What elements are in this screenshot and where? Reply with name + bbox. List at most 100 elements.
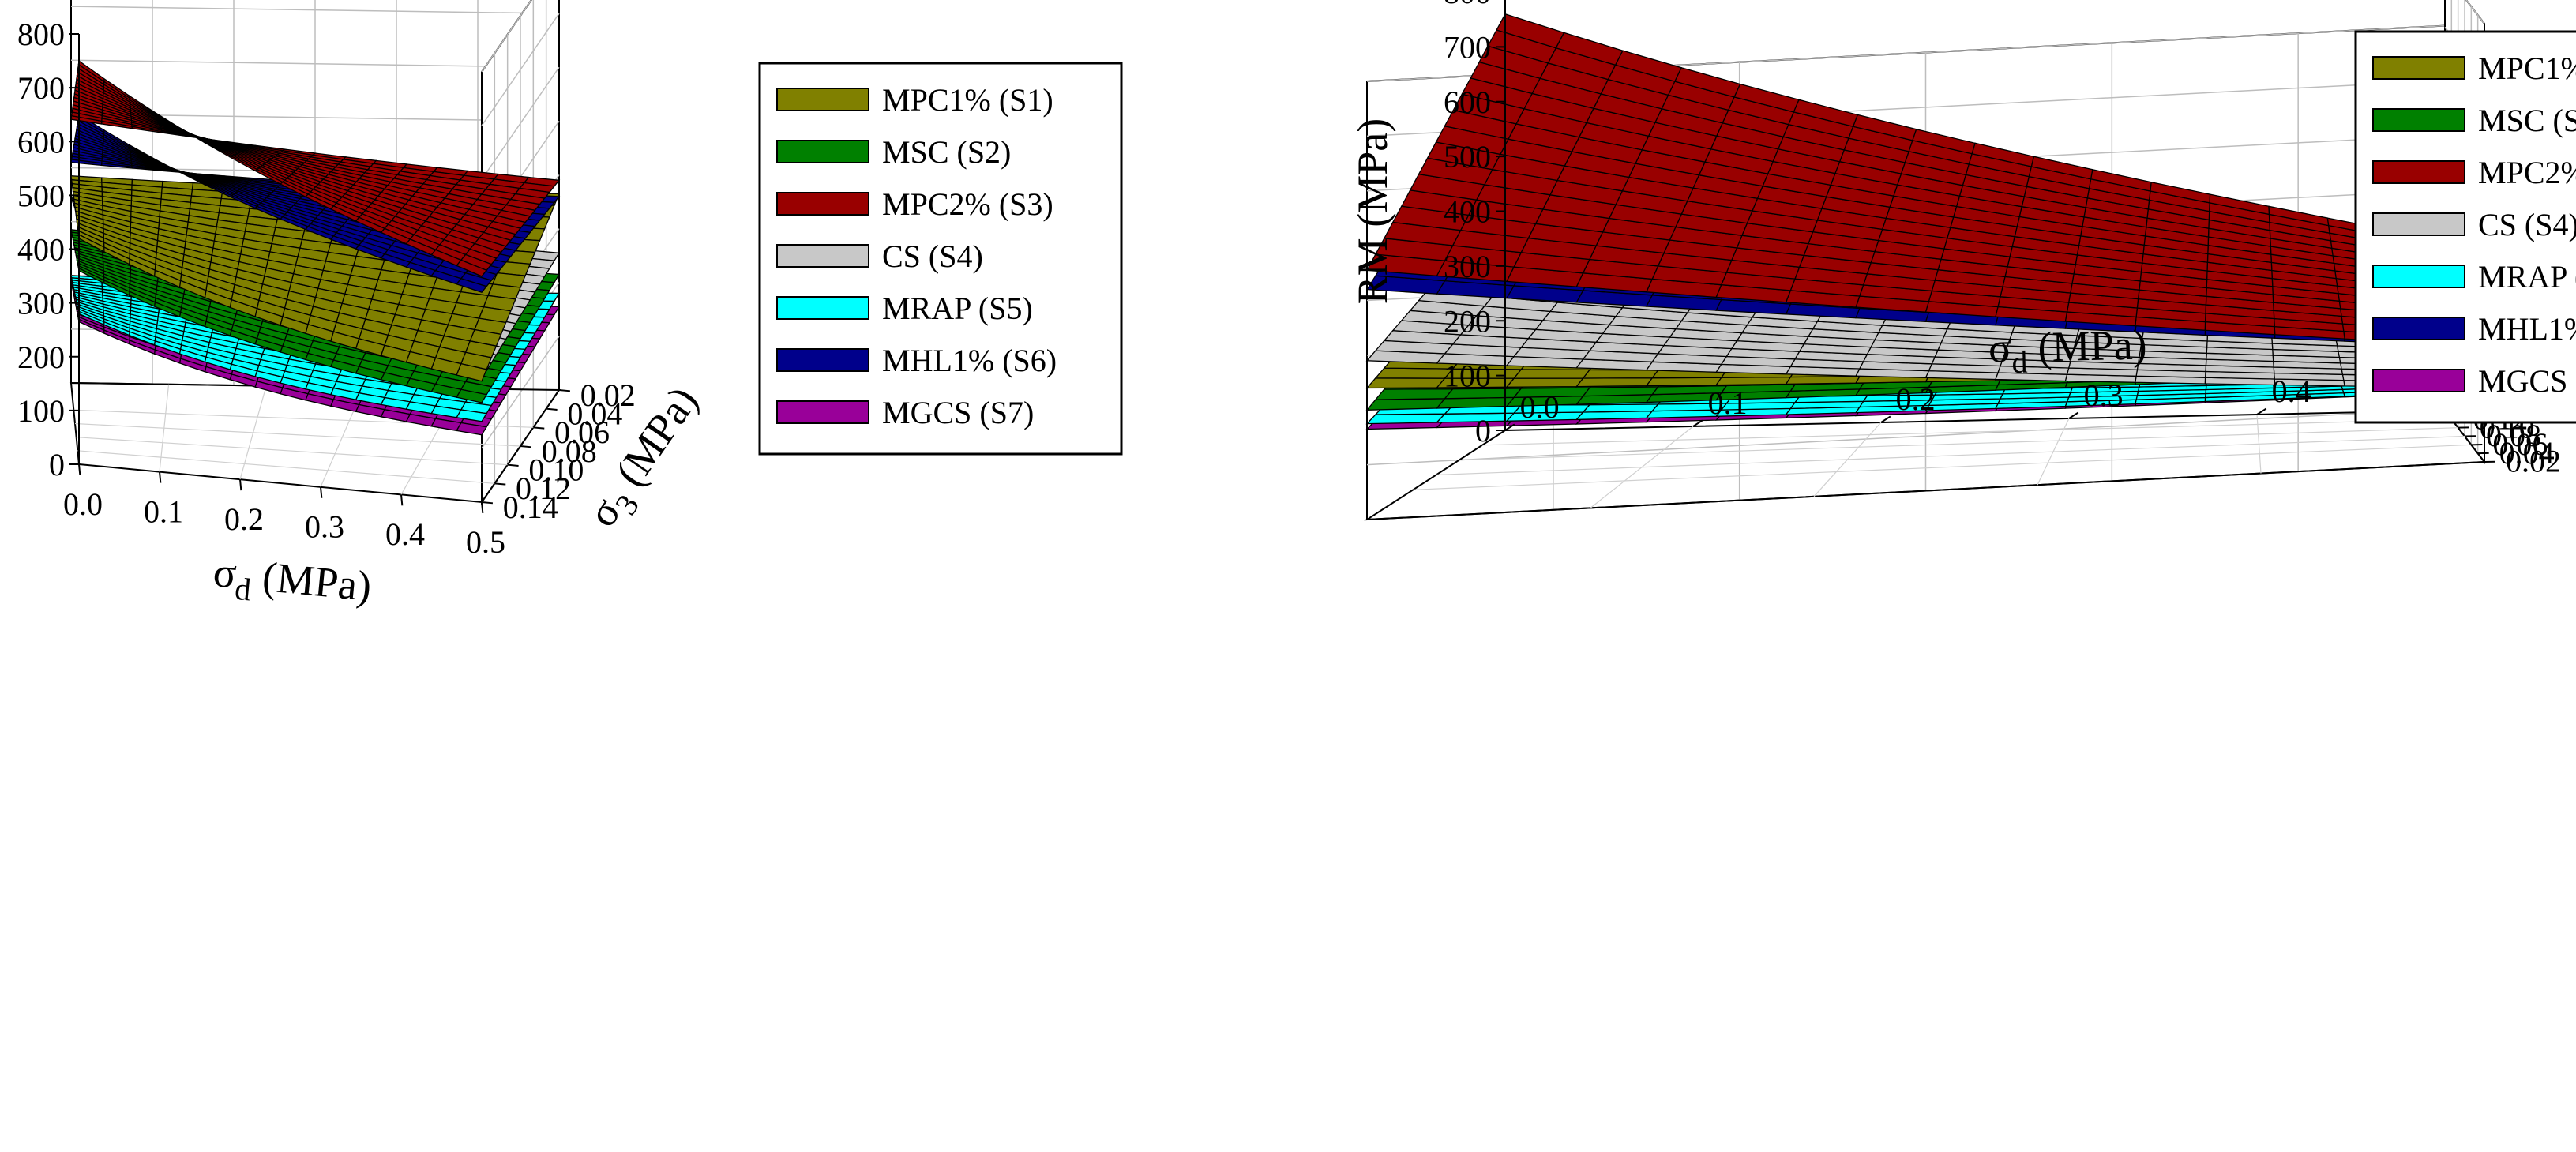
left-x-tick-label: 0.4 — [385, 516, 425, 552]
left-y-tick-label: 0.08 — [542, 433, 597, 469]
left-x-tick-label: 0.5 — [466, 524, 505, 560]
left-legend-swatch — [776, 400, 869, 424]
left-z-tick-label: 500 — [17, 178, 65, 213]
right-legend-swatch — [2372, 317, 2465, 340]
left-x-tick-label: 0.3 — [305, 509, 344, 545]
right-x-axis-unit: (MPa) — [2026, 321, 2147, 370]
left-floor-grid — [77, 450, 495, 484]
left-y-tick-label: 0.10 — [528, 452, 584, 487]
right-surface-cell — [1505, 377, 1584, 388]
left-x-tick — [239, 479, 242, 491]
right-x-tick-label: 0.4 — [2272, 373, 2311, 409]
right-surface-cell — [1365, 413, 1447, 425]
left-z-tick-label: 300 — [17, 286, 65, 321]
chart-left-svg: 0100200300400500600700800RM (MPa)0.00.10… — [17, 0, 1123, 619]
left-x-axis-sym: σ — [212, 548, 239, 597]
right-x-tick-label: 0.1 — [1708, 385, 1748, 421]
right-z-axis: 0 100 200 300 400 500 600 700 800 RM (MPa) — [1349, 0, 1506, 448]
left-legend-box — [758, 62, 1123, 456]
left-y-tick — [481, 501, 494, 505]
left-x-axis-title: σd (MPa) — [211, 548, 374, 619]
right-x-axis-title: σd (MPa) — [1988, 321, 2147, 380]
left-y-tick — [507, 463, 519, 467]
left-z-tick-label: 0 — [49, 447, 65, 482]
left-legend-swatch — [776, 348, 869, 372]
right-z-tick-label: 800 — [1444, 0, 1491, 10]
right-surface-cell — [1512, 369, 1591, 379]
right-legend-label: MHL1% (S6) — [2478, 311, 2576, 347]
right-legend-swatch — [2372, 160, 2465, 184]
right-legend-swatch — [2372, 369, 2465, 392]
right-x-tick — [1504, 423, 1515, 431]
right-x-tick — [1880, 415, 1891, 423]
chart-right-svg: 0 100 200 300 400 500 600 700 800 RM (MPa) 0.0 0.1 0… — [1349, 0, 2576, 521]
right-y-tick-label: 0.02 — [2506, 444, 2561, 479]
right-x-tick-label: 0.2 — [1896, 381, 1936, 417]
right-legend: MPC1% (S1) MSC (S2) MPC2% (S3) CS (S4) MRAP … — [2354, 30, 2576, 424]
right-z-tick-label: 600 — [1444, 84, 1491, 120]
chart-left: 0100200300400500600700800RM (MPa)0.00.10… — [17, 0, 1123, 619]
right-surfaces — [1365, 13, 2486, 430]
left-y-tick-label: 0.04 — [567, 396, 622, 431]
right-floor-grid — [1436, 435, 2465, 476]
right-surface-cell — [1582, 403, 1660, 413]
right-x-tick — [1692, 419, 1703, 427]
right-floor-grid — [2256, 414, 2262, 474]
left-legend-label: MPC1% (S1) — [882, 82, 1053, 118]
left-legend-label: CS (S4) — [882, 238, 983, 274]
left-legend-swatch — [776, 140, 869, 163]
right-z-tick-label: 200 — [1444, 303, 1491, 339]
right-legend-swatch — [2372, 56, 2465, 80]
left-legend-label: MRAP (S5) — [882, 291, 1033, 326]
left-x-tick-label: 0.1 — [144, 493, 183, 529]
right-surface-cell — [1365, 377, 1446, 389]
right-surface-cell — [1575, 377, 1654, 388]
right-x-axis-sub: d — [2011, 344, 2028, 380]
left-z-axis: 0100200300400500600700800RM (MPa) — [17, 17, 80, 482]
left-z-tick-label: 100 — [17, 393, 65, 429]
right-x-tick-label: 0.0 — [1520, 389, 1560, 425]
left-y-tick-label: 0.06 — [554, 415, 610, 450]
left-legend-swatch — [776, 88, 869, 111]
right-z-tick-label: 100 — [1444, 358, 1491, 394]
left-legend-label: MHL1% (S6) — [882, 343, 1057, 378]
right-surface-cell — [1582, 386, 1659, 397]
right-x-tick-label: 0.3 — [2084, 377, 2124, 413]
left-y-tick-label: 0.14 — [503, 490, 558, 525]
left-surfaces — [70, 59, 561, 436]
left-y-tick — [494, 482, 506, 486]
left-x-tick — [78, 463, 81, 476]
right-legend-swatch — [2372, 108, 2465, 132]
right-legend-label: MPC1% (S1) — [2478, 51, 2576, 86]
left-y-tick-label: 0.02 — [580, 377, 636, 413]
left-y-tick — [520, 445, 532, 448]
left-x-axis: 0.0 0.1 0.2 0.3 0.4 0.5 σd (MPa) — [63, 463, 505, 619]
left-legend-label: MSC (S2) — [882, 134, 1011, 170]
right-surface-cell — [1582, 369, 1659, 379]
left-x-axis-unit: (MPa) — [250, 552, 373, 610]
left-legend: MPC1% (S1) MSC (S2) MPC2% (S3) CS (S4) MRAP … — [758, 62, 1123, 456]
right-legend-label: MGCS (S7) — [2478, 363, 2576, 399]
left-z-tick-label: 700 — [17, 70, 65, 106]
right-z-tick-label: 0 — [1475, 413, 1491, 448]
right-z-axis-title: RM (MPa) — [1349, 118, 1396, 305]
right-floor-grid — [1481, 418, 2452, 446]
right-legend-swatch — [2372, 265, 2465, 288]
left-y-tick — [558, 389, 571, 392]
left-legend-label: MGCS (S7) — [882, 395, 1034, 430]
right-legend-label: MRAP (S5) — [2478, 259, 2576, 295]
left-x-tick — [481, 501, 484, 514]
right-x-tick — [2068, 411, 2079, 419]
left-floor-grid — [74, 422, 521, 447]
right-legend-label: MPC2% (S3) — [2478, 155, 2576, 190]
left-x-tick-label: 0.2 — [224, 501, 264, 537]
right-floor-grid — [1459, 427, 2458, 461]
right-z-tick-label: 700 — [1444, 29, 1491, 65]
left-floor-grid — [76, 437, 508, 466]
left-legend-swatch — [776, 296, 869, 320]
right-y-tick-label: 0.06 — [2492, 426, 2548, 462]
right-y-tick-label: 0.08 — [2486, 418, 2541, 453]
right-x-tick — [2256, 407, 2267, 415]
right-legend-label: CS (S4) — [2478, 207, 2576, 242]
right-legend-swatch — [2372, 212, 2465, 236]
